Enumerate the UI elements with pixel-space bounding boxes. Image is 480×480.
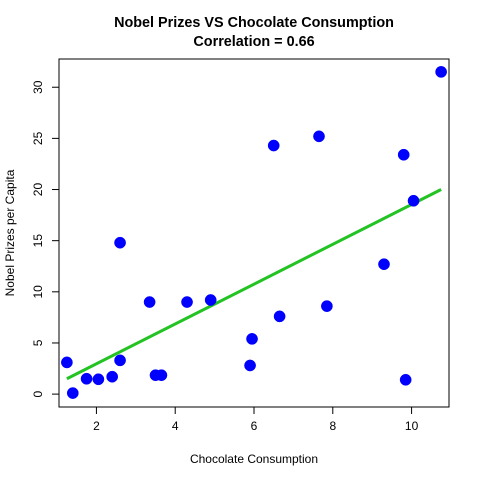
y-tick-label: 30 <box>31 80 45 94</box>
data-point <box>246 333 258 345</box>
y-tick-label: 0 <box>31 390 45 397</box>
y-tick-label: 15 <box>31 234 45 248</box>
data-point <box>378 258 390 271</box>
data-point <box>155 369 168 382</box>
data-point <box>267 139 280 152</box>
data-point <box>61 356 73 369</box>
data-point <box>397 148 410 161</box>
x-tick-label: 4 <box>172 419 179 433</box>
data-point <box>273 310 286 323</box>
y-tick-label: 5 <box>31 339 45 346</box>
x-axis-label: Chocolate Consumption <box>190 452 318 466</box>
x-tick-label: 10 <box>405 419 419 433</box>
y-tick-label: 20 <box>31 183 45 197</box>
y-tick-label: 25 <box>31 131 45 145</box>
chart-subtitle: Correlation = 0.66 <box>193 34 314 50</box>
data-point <box>407 194 420 207</box>
x-tick-label: 6 <box>251 419 258 433</box>
data-point <box>313 130 325 143</box>
data-point <box>114 354 126 367</box>
x-tick-label: 8 <box>329 419 336 433</box>
data-point <box>92 373 105 386</box>
data-point <box>204 294 217 306</box>
data-point <box>321 300 333 312</box>
y-tick-label: 10 <box>31 285 45 299</box>
data-point <box>114 236 126 249</box>
tick-layer: 2 4 6 8 10 0 5 10 15 20 25 30 <box>31 80 418 433</box>
x-tick-label: 2 <box>93 419 100 433</box>
data-point <box>244 359 256 372</box>
data-point <box>435 66 447 78</box>
data-point <box>66 387 79 399</box>
y-axis-label: Nobel Prizes per Capita <box>3 169 17 296</box>
chart-title: Nobel Prizes VS Chocolate Consumption <box>114 15 394 31</box>
data-point <box>181 296 193 308</box>
trend-layer <box>66 188 442 381</box>
data-point <box>80 372 93 385</box>
data-point <box>106 370 119 383</box>
trend-line <box>66 188 442 381</box>
data-point <box>143 296 156 308</box>
point-layer <box>61 66 447 399</box>
data-point <box>399 373 412 386</box>
